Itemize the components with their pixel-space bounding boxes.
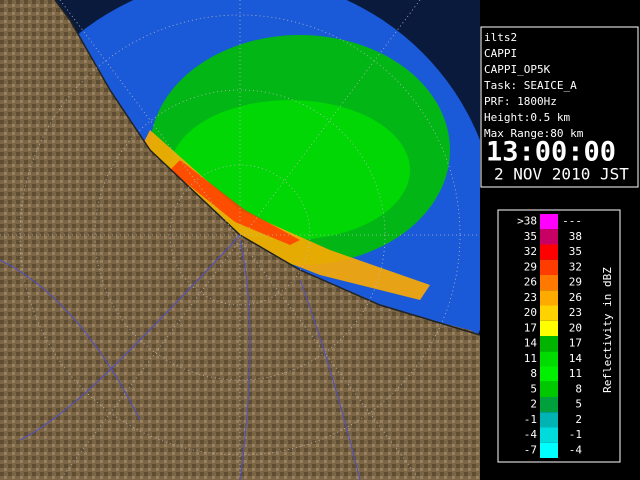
radar-map [0, 0, 480, 480]
legend-low: 17 [524, 321, 537, 334]
legend-high: 29 [569, 276, 582, 289]
legend-high: 23 [569, 306, 582, 319]
legend-swatch [540, 229, 558, 245]
legend-low: -4 [524, 428, 538, 441]
info-line: PRF: 1800Hz [484, 95, 557, 108]
legend-high: 8 [575, 382, 582, 395]
legend-low: 29 [524, 260, 537, 273]
info-line: CAPPI_OP5K [484, 63, 551, 76]
legend-swatch [540, 214, 558, 230]
date: 2 NOV 2010 JST [494, 165, 629, 184]
legend-swatch [540, 412, 558, 428]
info-line: CAPPI [484, 47, 517, 60]
info-line: Height:0.5 km [484, 111, 570, 124]
legend-low: 2 [530, 398, 537, 411]
legend-swatch [540, 442, 558, 458]
legend-swatch [540, 244, 558, 260]
legend-high: -4 [569, 443, 583, 456]
legend-swatch [540, 366, 558, 382]
legend-swatch [540, 259, 558, 275]
legend-low: 32 [524, 245, 537, 258]
info-line: ilts2 [484, 31, 517, 44]
legend-high: 35 [569, 245, 582, 258]
legend-high: 5 [575, 398, 582, 411]
legend-high: 26 [569, 291, 582, 304]
legend-low: -7 [524, 443, 537, 456]
rivers [0, 234, 361, 480]
legend-high: 2 [575, 413, 582, 426]
legend-swatch [540, 275, 558, 291]
legend-high: 32 [569, 260, 582, 273]
legend-high: --- [562, 215, 582, 228]
legend-high: -1 [569, 428, 582, 441]
legend-low: >38 [517, 215, 537, 228]
legend: >38 --- 35 38 32 35 29 32 26 29 23 26 20 23 17 20 14 17 11… [517, 214, 582, 458]
legend-swatch [540, 381, 558, 397]
legend-low: 23 [524, 291, 537, 304]
echo-band [140, 130, 430, 300]
legend-swatch [540, 320, 558, 336]
legend-swatch [540, 397, 558, 413]
legend-low: 5 [530, 382, 537, 395]
info-line: Task: SEAICE_A [484, 79, 577, 92]
legend-swatch [540, 305, 558, 321]
legend-high: 17 [569, 337, 582, 350]
info-lines: ilts2 CAPPI CAPPI_OP5K Task: SEAICE_A PRF: 1… [484, 31, 584, 140]
legend-low: 14 [524, 337, 538, 350]
legend-swatch [540, 336, 558, 352]
legend-low: 20 [524, 306, 537, 319]
info-panel [480, 26, 639, 188]
legend-panel [497, 209, 621, 463]
legend-swatch [540, 427, 558, 443]
legend-high: 14 [569, 352, 583, 365]
legend-high: 38 [569, 230, 582, 243]
legend-low: 26 [524, 276, 537, 289]
legend-low: 35 [524, 230, 537, 243]
legend-low: -1 [524, 413, 537, 426]
legend-high: 11 [569, 367, 582, 380]
legend-low: 8 [530, 367, 537, 380]
echo-band [170, 160, 300, 245]
info-line: Max Range:80 km [484, 127, 584, 140]
legend-high: 20 [569, 321, 582, 334]
legend-swatch [540, 351, 558, 367]
legend-title: Reflectivity in dBZ [601, 267, 614, 393]
legend-swatch [540, 290, 558, 306]
legend-low: 11 [524, 352, 537, 365]
time: 13:00:00 [486, 137, 616, 168]
